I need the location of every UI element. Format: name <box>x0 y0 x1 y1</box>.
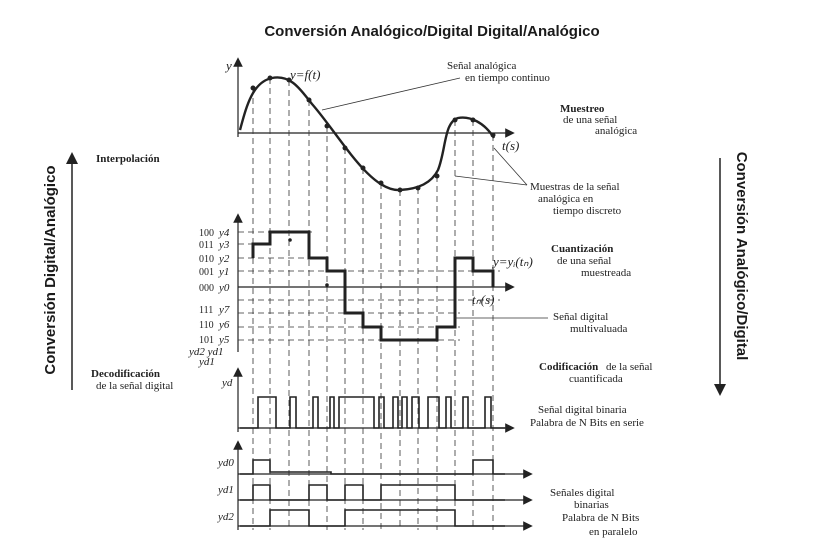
panel3-y-label: yd <box>221 377 233 389</box>
level-name: y5 <box>218 334 230 346</box>
quantization-label-2: de una señal <box>557 255 611 267</box>
analog-signal-label-1: Señal analógica <box>447 60 516 72</box>
sample-dot <box>397 187 403 193</box>
page-title: Conversión Analógico/Digital Digital/Ana… <box>264 23 599 40</box>
coding-label-2: cuantificada <box>569 373 623 385</box>
serial-binary-waveform <box>240 396 505 429</box>
bit1-label: yd1 <box>217 484 234 496</box>
analog-signal-curve <box>238 76 496 192</box>
parallel-label-3: Palabra de N Bits <box>562 512 639 524</box>
quantization-label-3: muestreada <box>581 267 631 279</box>
quantized-staircase <box>251 230 495 342</box>
parallel-label-2: binarias <box>574 499 609 511</box>
samples-label-1: Muestras de la señal <box>530 181 620 193</box>
level-code: 111 <box>199 305 213 316</box>
level-name: y6 <box>218 319 230 331</box>
serial-label-1: Señal digital binaria <box>538 404 627 416</box>
sample-points <box>250 75 496 193</box>
multivalued-label-2: multivaluada <box>570 323 628 335</box>
sample-dot <box>470 117 476 123</box>
serial-label-2: Palabra de N Bits en serie <box>530 417 644 429</box>
bit-names-1: yd2 yd1 <box>188 346 224 358</box>
bit2-waveform <box>240 509 505 527</box>
sample-dot <box>324 123 330 129</box>
sample-grid-lines <box>252 78 494 530</box>
level-name: y2 <box>218 253 230 265</box>
level-code: 101 <box>199 335 214 346</box>
bit0-label: yd0 <box>217 457 234 469</box>
sample-dot <box>378 180 384 186</box>
level-name: y7 <box>218 304 230 316</box>
level-code: 001 <box>199 267 214 278</box>
level-code: 011 <box>199 240 214 251</box>
sample-dot <box>452 117 458 123</box>
sample-dot <box>434 173 440 179</box>
level-code: 100 <box>199 228 214 239</box>
multivalued-label-1: Señal digital <box>553 311 608 323</box>
sample-dot <box>490 132 496 138</box>
samples-label-2: analógica en <box>538 193 594 205</box>
coding-label-1: Codificación <box>539 361 598 373</box>
bit2-label: yd2 <box>217 511 234 523</box>
sample-dot <box>360 165 366 171</box>
sample-dot <box>306 97 312 103</box>
panel2-t-label: tₙ(s) <box>472 292 495 307</box>
bit-names-2: yd1 <box>198 356 215 368</box>
level-name: y3 <box>218 239 230 251</box>
bit0-waveform <box>240 459 505 475</box>
level-name: y4 <box>218 227 230 239</box>
parallel-label-4: en paralelo <box>589 526 638 538</box>
level-code: 010 <box>199 254 214 265</box>
panel1-t-label: t(s) <box>502 138 519 153</box>
level-name: y1 <box>218 266 229 278</box>
quantization-label-1: Cuantización <box>551 243 613 255</box>
pointer-samples-1 <box>454 175 528 186</box>
pointer-samples-2 <box>493 147 528 186</box>
level-code: 110 <box>199 320 214 331</box>
quantized-dot <box>288 238 292 242</box>
pointer-analog-signal <box>321 77 461 111</box>
sampling-label-3: analógica <box>595 125 637 137</box>
level-name: y0 <box>218 282 230 294</box>
interpolation-label: Interpolación <box>96 153 160 165</box>
panel1-y-label: y <box>224 58 232 73</box>
bit1-waveform <box>240 484 505 501</box>
level-lines <box>238 231 500 341</box>
sample-dot <box>250 85 256 91</box>
sampling-label-1: Muestreo <box>560 103 605 115</box>
samples-label-3: tiempo discreto <box>553 205 622 217</box>
level-labels: 100 y4 011 y3 010 y2 001 y1 000 y0 111 y… <box>188 227 230 368</box>
level-code: 000 <box>199 283 214 294</box>
parallel-label-1: Señales digital <box>550 487 614 499</box>
decoding-label-1: Decodificación <box>91 368 160 380</box>
quantized-function-label: y=yᵢ(tₙ) <box>491 254 533 269</box>
sample-dot <box>267 75 273 81</box>
panel1-function-label: y=f(t) <box>288 67 320 82</box>
sample-dot <box>415 185 421 191</box>
sampling-label-2: de una señal <box>563 114 617 126</box>
sample-dot <box>286 77 292 83</box>
sample-dot <box>342 145 348 151</box>
side-label-analog-digital: Conversión Analógico/Digital <box>733 152 750 361</box>
coding-label-1b: de la señal <box>606 361 652 373</box>
quantized-dot <box>325 283 329 287</box>
side-label-digital-analog: Conversión Digital/Analógico <box>42 165 59 374</box>
analog-signal-label-2: en tiempo continuo <box>465 72 550 84</box>
decoding-label-2: de la señal digital <box>96 380 173 392</box>
